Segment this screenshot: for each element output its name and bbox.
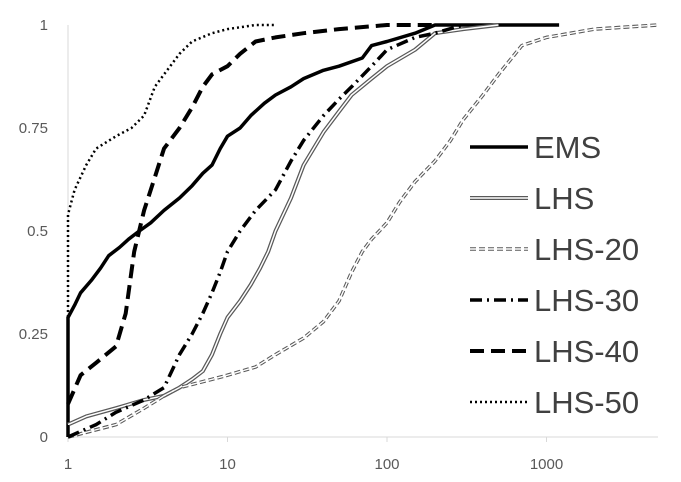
series-lhs-50 — [66, 23, 276, 437]
series-lhs-20 — [67, 23, 659, 439]
series-line — [67, 23, 464, 439]
legend: EMS LHS LHS-20 LHS-30 LHS-40 LHS-50 — [470, 130, 639, 420]
legend-item-lhs-20: LHS-20 — [470, 232, 639, 267]
series-line — [66, 23, 435, 405]
y-tick-label: 0 — [40, 429, 48, 446]
legend-item-lhs-40: LHS-40 — [470, 334, 639, 369]
legend-label: LHS-30 — [534, 283, 639, 318]
y-tick-label: 0.25 — [19, 326, 48, 343]
legend-item-lhs: LHS — [470, 181, 594, 216]
series-lhs-30 — [67, 23, 464, 439]
series-ems — [66, 23, 560, 437]
series-layer — [66, 23, 659, 439]
y-tick-label: 0.5 — [27, 223, 48, 240]
y-tick-label: 1 — [40, 17, 48, 34]
legend-label: LHS-50 — [534, 385, 639, 420]
x-tick-label: 1000 — [530, 456, 563, 473]
legend-label: EMS — [534, 130, 601, 165]
series-line — [66, 23, 560, 437]
series-line — [67, 23, 499, 427]
series-line — [66, 23, 276, 437]
legend-item-lhs-50: LHS-50 — [470, 385, 639, 420]
legend-label: LHS-20 — [534, 232, 639, 267]
series-line-inner — [67, 24, 659, 438]
axes: 1 10 100 1000 0 0.25 0.5 0.75 1 — [19, 17, 658, 473]
x-tick-label: 10 — [219, 456, 236, 473]
legend-label: LHS-40 — [534, 334, 639, 369]
x-tick-label: 100 — [374, 456, 399, 473]
legend-item-ems: EMS — [470, 130, 601, 165]
series-line-inner — [67, 24, 499, 426]
legend-label: LHS — [534, 181, 594, 216]
series-lhs-40 — [66, 23, 435, 405]
y-tick-label: 0.75 — [19, 120, 48, 137]
series-lhs — [67, 23, 499, 427]
x-tick-label: 1 — [64, 456, 72, 473]
legend-item-lhs-30: LHS-30 — [470, 283, 639, 318]
